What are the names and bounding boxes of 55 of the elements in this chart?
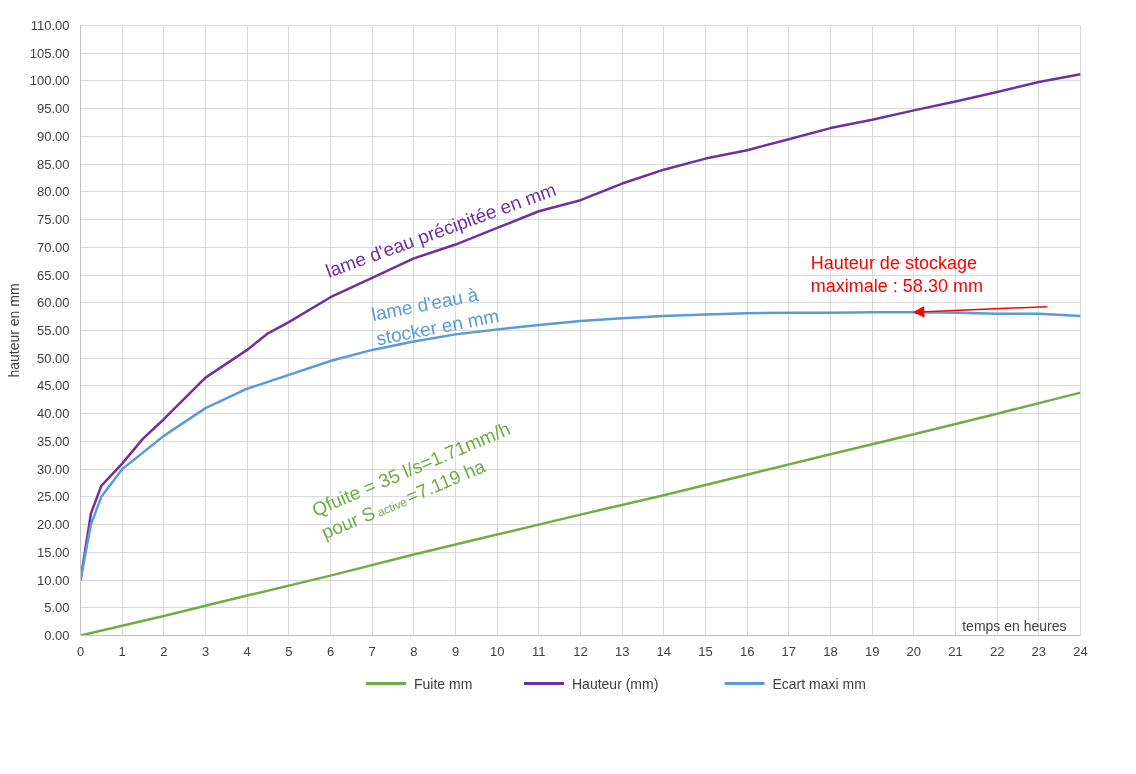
x-tick-label: 23 [1031,643,1047,659]
y-tick-label: 35.00 [36,433,70,449]
x-tick-label: 15 [698,643,713,659]
legend-label: Fuite mm [414,675,473,692]
y-tick-label: 25.00 [36,489,70,505]
x-tick-label: 3 [201,643,210,659]
y-tick-label: 80.00 [36,184,70,200]
y-tick-label: 100.00 [29,73,70,89]
x-tick-label: 7 [368,643,376,659]
y-axis-title: hauteur en mm [5,283,22,378]
y-tick-label: 10.00 [36,572,70,588]
y-tick-label: 95.00 [36,101,70,117]
y-tick-label: 30.00 [36,461,70,477]
x-tick-label: 0 [76,643,85,659]
y-tick-label: 75.00 [36,212,70,228]
x-tick-label: 19 [864,643,880,659]
x-tick-label: 17 [781,643,797,659]
x-tick-label: 22 [989,643,1005,659]
y-tick-label: 110.00 [30,18,70,33]
y-tick-label: 5.00 [44,600,70,616]
x-tick-label: 24 [1073,643,1088,659]
y-tick-label: 65.00 [36,267,70,283]
x-tick-label: 2 [160,643,168,659]
x-tick-label: 16 [739,643,755,659]
y-tick-label: 0.00 [44,628,70,643]
x-tick-label: 20 [906,643,922,659]
x-tick-label: 1 [118,643,126,659]
x-tick-label: 9 [451,643,460,659]
y-tick-label: 50.00 [36,350,70,366]
x-tick-label: 5 [285,643,293,659]
x-tick-label: 21 [948,643,963,659]
y-tick-label: 85.00 [36,156,70,172]
y-tick-label: 55.00 [36,323,70,338]
legend-label: Ecart maxi mm [772,675,866,692]
x-tick-label: 18 [823,643,838,659]
x-tick-label: 13 [614,643,630,659]
y-tick-label: 20.00 [36,517,70,533]
legend-label: Hauteur (mm) [572,675,659,692]
x-axis-title: temps en heures [962,617,1067,634]
y-tick-label: 45.00 [36,378,70,394]
y-tick-label: 70.00 [36,239,70,255]
y-tick-label: 60.00 [36,295,70,311]
x-tick-label: 14 [656,643,672,659]
annotation: Hauteur de stockage maximale : 58.30 mm [810,252,983,297]
x-tick-label: 10 [489,643,505,659]
y-tick-label: 105.00 [29,45,70,61]
y-tick-label: 90.00 [36,128,70,144]
x-tick-label: 6 [326,643,335,659]
x-tick-label: 8 [410,643,418,659]
x-tick-label: 12 [573,643,588,659]
annotation: lame d'eau à stocker en mm [369,283,501,350]
y-tick-label: 40.00 [36,406,70,422]
y-tick-label: 15.00 [36,544,70,560]
x-tick-label: 4 [243,643,251,659]
x-tick-label: 11 [532,643,546,659]
